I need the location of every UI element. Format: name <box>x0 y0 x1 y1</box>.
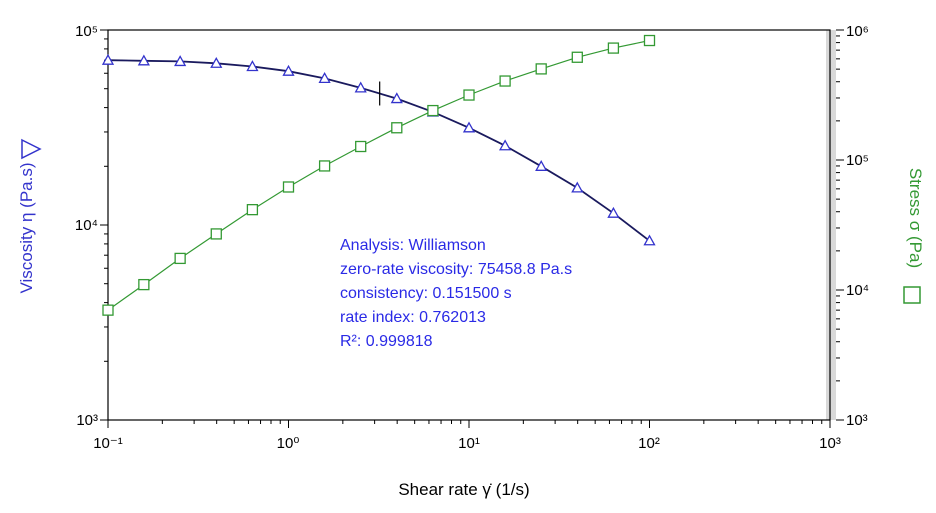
annotation-line: rate index: 0.762013 <box>340 309 486 326</box>
viscosity-point <box>643 234 656 246</box>
viscosity-point <box>101 53 115 65</box>
stress-point <box>102 304 114 316</box>
stress-point <box>282 181 295 193</box>
axis-ticks <box>100 29 844 428</box>
viscosity-point <box>607 206 620 218</box>
viscosity-point <box>246 60 259 72</box>
right-y-tick-labels: 10³ 10⁴ 10⁵ 10⁶ <box>846 23 869 429</box>
stress-point <box>210 228 222 240</box>
annotation-line: Analysis: Williamson <box>340 237 486 254</box>
stress-fit-curve <box>107 39 650 311</box>
data-markers <box>101 34 656 316</box>
right-y-tick-label: 10⁵ <box>846 152 869 169</box>
left-y-axis-title: Viscosity η (Pa.s) <box>17 162 36 293</box>
viscosity-point <box>354 81 367 93</box>
x-tick-label: 10² <box>638 435 660 452</box>
x-axis-title: Shear rate γ̇ (1/s) <box>398 480 529 499</box>
stress-point <box>607 42 620 54</box>
x-tick-label: 10¹ <box>458 435 480 452</box>
analysis-annotation: Analysis: Williamson zero-rate viscosity… <box>340 237 572 350</box>
x-tick-label: 10⁻¹ <box>93 435 123 452</box>
x-tick-label: 10⁰ <box>277 435 300 452</box>
stress-point <box>174 252 186 265</box>
viscosity-point <box>462 121 476 133</box>
x-tick-labels: 10⁻¹ 10⁰ 10¹ 10² 10³ <box>93 435 841 452</box>
stress-point <box>246 204 259 216</box>
stress-point <box>535 63 547 75</box>
stress-point <box>499 75 511 87</box>
viscosity-point <box>137 54 150 66</box>
left-y-tick-label: 10⁴ <box>75 217 98 234</box>
left-y-tick-label: 10⁵ <box>75 23 98 40</box>
viscosity-point <box>535 159 548 171</box>
stress-point <box>355 140 367 153</box>
plot-frame <box>107 29 831 421</box>
stress-point <box>643 34 656 47</box>
viscosity-point <box>390 92 403 104</box>
stress-point <box>427 104 439 117</box>
left-y-tick-label: 10³ <box>76 412 98 429</box>
right-y-tick-label: 10⁶ <box>846 23 869 40</box>
stress-point <box>391 122 403 134</box>
left-y-tick-labels: 10³ 10⁴ 10⁵ <box>75 23 98 429</box>
annotation-line: consistency: 0.151500 s <box>340 285 512 302</box>
right-y-axis-title: Stress σ (Pa) <box>906 168 925 268</box>
viscosity-fit-curve <box>107 59 651 242</box>
viscosity-point <box>174 55 187 67</box>
fit-curves <box>107 39 651 311</box>
right-y-tick-label: 10⁴ <box>846 282 869 299</box>
annotation-line: zero-rate viscosity: 75458.8 Pa.s <box>340 261 572 278</box>
viscosity-point <box>571 181 584 193</box>
viscosity-legend-triangle-icon <box>21 138 42 160</box>
stress-legend-square-icon <box>903 286 921 304</box>
viscosity-point <box>318 72 331 84</box>
stress-point <box>318 160 331 172</box>
annotation-line: R²: 0.999818 <box>340 333 433 350</box>
right-y-tick-label: 10³ <box>846 412 868 429</box>
viscosity-point <box>499 139 512 151</box>
stress-point <box>463 89 475 101</box>
viscosity-point <box>282 64 295 76</box>
stress-point <box>571 51 583 63</box>
stress-point <box>138 278 150 291</box>
right-axis-band <box>826 30 836 420</box>
x-tick-label: 10³ <box>819 435 841 452</box>
viscosity-point <box>210 56 223 68</box>
